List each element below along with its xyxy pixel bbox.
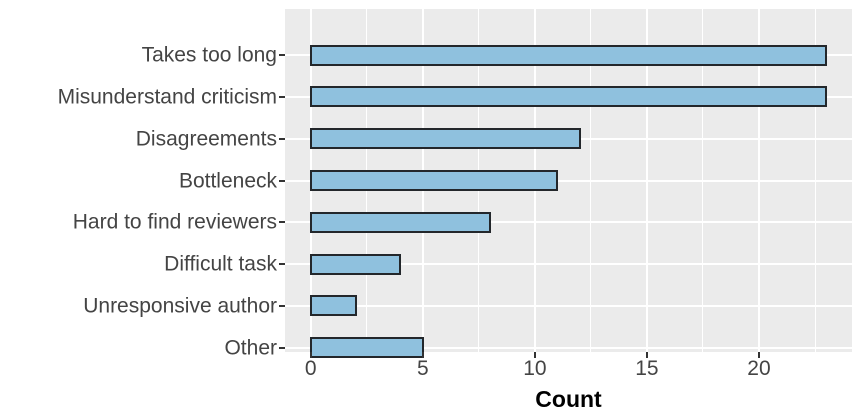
bar-misunderstand-criticism [309,86,828,108]
y-axis-tick-mark [279,304,285,307]
y-axis-label: Hard to find reviewers [72,210,277,234]
bar-unresponsive-author [309,295,357,317]
gridline-horizontal-major [285,346,852,349]
bar-difficult-task [309,253,402,275]
x-axis-tick-mark [421,352,424,358]
y-axis-label: Takes too long [141,43,277,67]
gridline-horizontal-major [285,221,852,224]
bar-takes-too-long [309,44,828,66]
x-axis-tick-label: 0 [304,357,317,380]
y-axis-tick-mark [279,179,285,182]
y-axis-tick-mark [279,221,285,224]
x-axis-tick-label: 5 [416,357,429,380]
x-axis-tick-mark [533,352,536,358]
y-axis-label: Difficult task [164,252,277,276]
y-axis-label: Other [224,336,277,360]
x-axis-title: Count [535,386,602,412]
y-axis-tick-mark [279,263,285,266]
bar-bottleneck [309,170,559,191]
y-axis-label: Bottleneck [178,169,277,192]
y-axis-tick-mark [279,54,285,56]
y-axis-label: Disagreements [135,127,277,151]
y-axis-tick-mark [279,137,285,140]
x-axis-tick-mark [645,352,648,358]
plot-panel [285,9,852,359]
x-axis-tick-mark [309,352,312,358]
x-axis-tick-label: 10 [523,357,547,380]
y-axis-tick-mark [279,95,285,98]
y-axis-label: Misunderstand criticism [57,85,277,109]
gridline-horizontal-major [285,304,852,307]
gridline-horizontal-major [285,179,852,182]
bar-hard-to-find-reviewers [309,211,492,233]
y-axis-label: Unresponsive author [83,294,277,318]
y-axis-tick-mark [279,346,285,349]
gridline-horizontal-major [285,263,852,266]
x-axis-tick-label: 20 [747,357,771,380]
x-axis-tick-mark [757,352,760,358]
bar-disagreements [309,128,581,150]
x-axis-tick-label: 15 [635,357,659,380]
bar-other [309,337,424,359]
